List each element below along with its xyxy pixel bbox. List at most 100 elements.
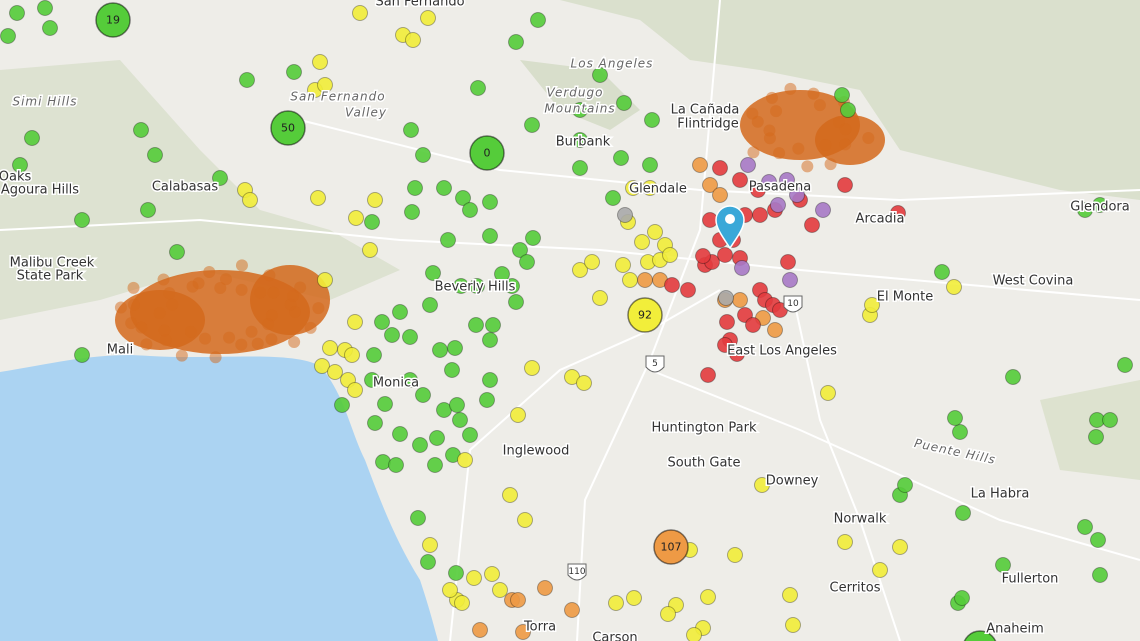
ocean <box>0 355 438 641</box>
sensor-dot <box>347 382 363 398</box>
sensor-dot <box>494 266 510 282</box>
sensor-dot <box>415 387 431 403</box>
fire-edge <box>140 338 153 351</box>
sensor-dot <box>1005 369 1021 385</box>
sensor-dot <box>24 130 40 146</box>
sensor-dot <box>1117 357 1133 373</box>
sensor-dot <box>425 265 441 281</box>
sensor-dot <box>482 372 498 388</box>
sensor-dot <box>374 314 390 330</box>
sensor-dot <box>695 248 711 264</box>
sensor-dot <box>402 372 418 388</box>
place-label: Arcadia <box>856 212 905 227</box>
place-label: Oaks <box>0 170 31 185</box>
place-label: Torra <box>523 620 556 635</box>
sensor-dot <box>517 512 533 528</box>
sensor-dot <box>169 244 185 260</box>
sensor-dot <box>890 205 906 221</box>
place-label: Verdugo <box>546 86 603 100</box>
sensor-dot <box>367 192 383 208</box>
sensor-dot <box>952 424 968 440</box>
place-label: Cerritos <box>830 581 881 596</box>
sensor-dot <box>392 304 408 320</box>
sensor-dot <box>564 602 580 618</box>
cluster-count: 19 <box>106 14 120 27</box>
sensor-dot <box>592 67 608 83</box>
sensor-dot <box>440 232 456 248</box>
place-label: Huntington Park <box>652 421 757 436</box>
sensor-dot <box>42 20 58 36</box>
sensor-dot <box>524 117 540 133</box>
fire-edge <box>287 289 300 302</box>
fire-edge <box>209 351 222 364</box>
sensor-dot <box>525 230 541 246</box>
sensor-dot <box>584 254 600 270</box>
sensor-dot <box>617 207 633 223</box>
sensor-dot <box>782 587 798 603</box>
fire-edge <box>813 99 826 112</box>
sensor-dot <box>420 10 436 26</box>
fire-area <box>815 115 885 165</box>
place-label: La Cañada <box>671 103 740 118</box>
sensor-dot <box>572 132 588 148</box>
cluster <box>627 297 663 333</box>
place-label: Glendale <box>629 182 687 197</box>
fire-edge <box>153 307 166 320</box>
sensor-dot <box>453 278 469 294</box>
sensor-dot <box>312 54 328 70</box>
cluster <box>469 135 505 171</box>
sensor-dot <box>785 617 801 633</box>
fire-edge <box>304 321 317 334</box>
sensor-dot <box>334 397 350 413</box>
sensor-dot <box>512 242 528 258</box>
sensor-dot <box>133 122 149 138</box>
sensor-dot <box>403 122 419 138</box>
sensor-dot <box>37 0 53 16</box>
sensor-dot <box>470 80 486 96</box>
place-label: Mali <box>107 343 133 358</box>
place-label: Inglewood <box>503 444 570 459</box>
sensor-dot <box>422 537 438 553</box>
sensor-dot <box>700 589 716 605</box>
sensor-dot <box>740 157 756 173</box>
sensor-dot <box>702 177 718 193</box>
sensor-dot <box>752 207 768 223</box>
place-label: Carson <box>592 631 637 641</box>
fire-edge <box>254 286 267 299</box>
sensor-dot <box>946 279 962 295</box>
sensor-dot <box>897 477 913 493</box>
sensor-dot <box>510 407 526 423</box>
fire-edge <box>223 331 236 344</box>
sensor-dot <box>761 174 777 190</box>
fires <box>114 82 885 364</box>
sensor-dot <box>436 180 452 196</box>
sensor-dot <box>692 157 708 173</box>
sensor-dot <box>770 197 786 213</box>
sensor-dot <box>616 95 632 111</box>
fire-edge <box>312 302 325 315</box>
sensor-dot <box>392 426 408 442</box>
sensor-dot <box>405 32 421 48</box>
place-label: Pasadena <box>749 180 811 195</box>
sensor-dot <box>734 260 750 276</box>
sensor-dot <box>729 346 745 362</box>
sensor-dot <box>647 224 663 240</box>
sensor-dot <box>466 570 482 586</box>
sensor-dot <box>404 204 420 220</box>
fire-edge <box>267 286 280 299</box>
cluster <box>270 110 306 146</box>
sensor-dot <box>452 412 468 428</box>
hills <box>560 0 1140 200</box>
place-label: Calabasas <box>152 180 219 195</box>
cluster <box>95 2 131 38</box>
fire-edge <box>801 160 814 173</box>
sensor-dot <box>615 257 631 273</box>
place-label: Valley <box>345 106 387 120</box>
place-label: Agoura Hills <box>1 183 79 198</box>
sensor-dot <box>572 262 588 278</box>
highway-shield <box>783 295 803 313</box>
place-label: Flintridge <box>677 117 739 132</box>
sensor-dot <box>732 292 748 308</box>
fire-edge <box>262 318 275 331</box>
